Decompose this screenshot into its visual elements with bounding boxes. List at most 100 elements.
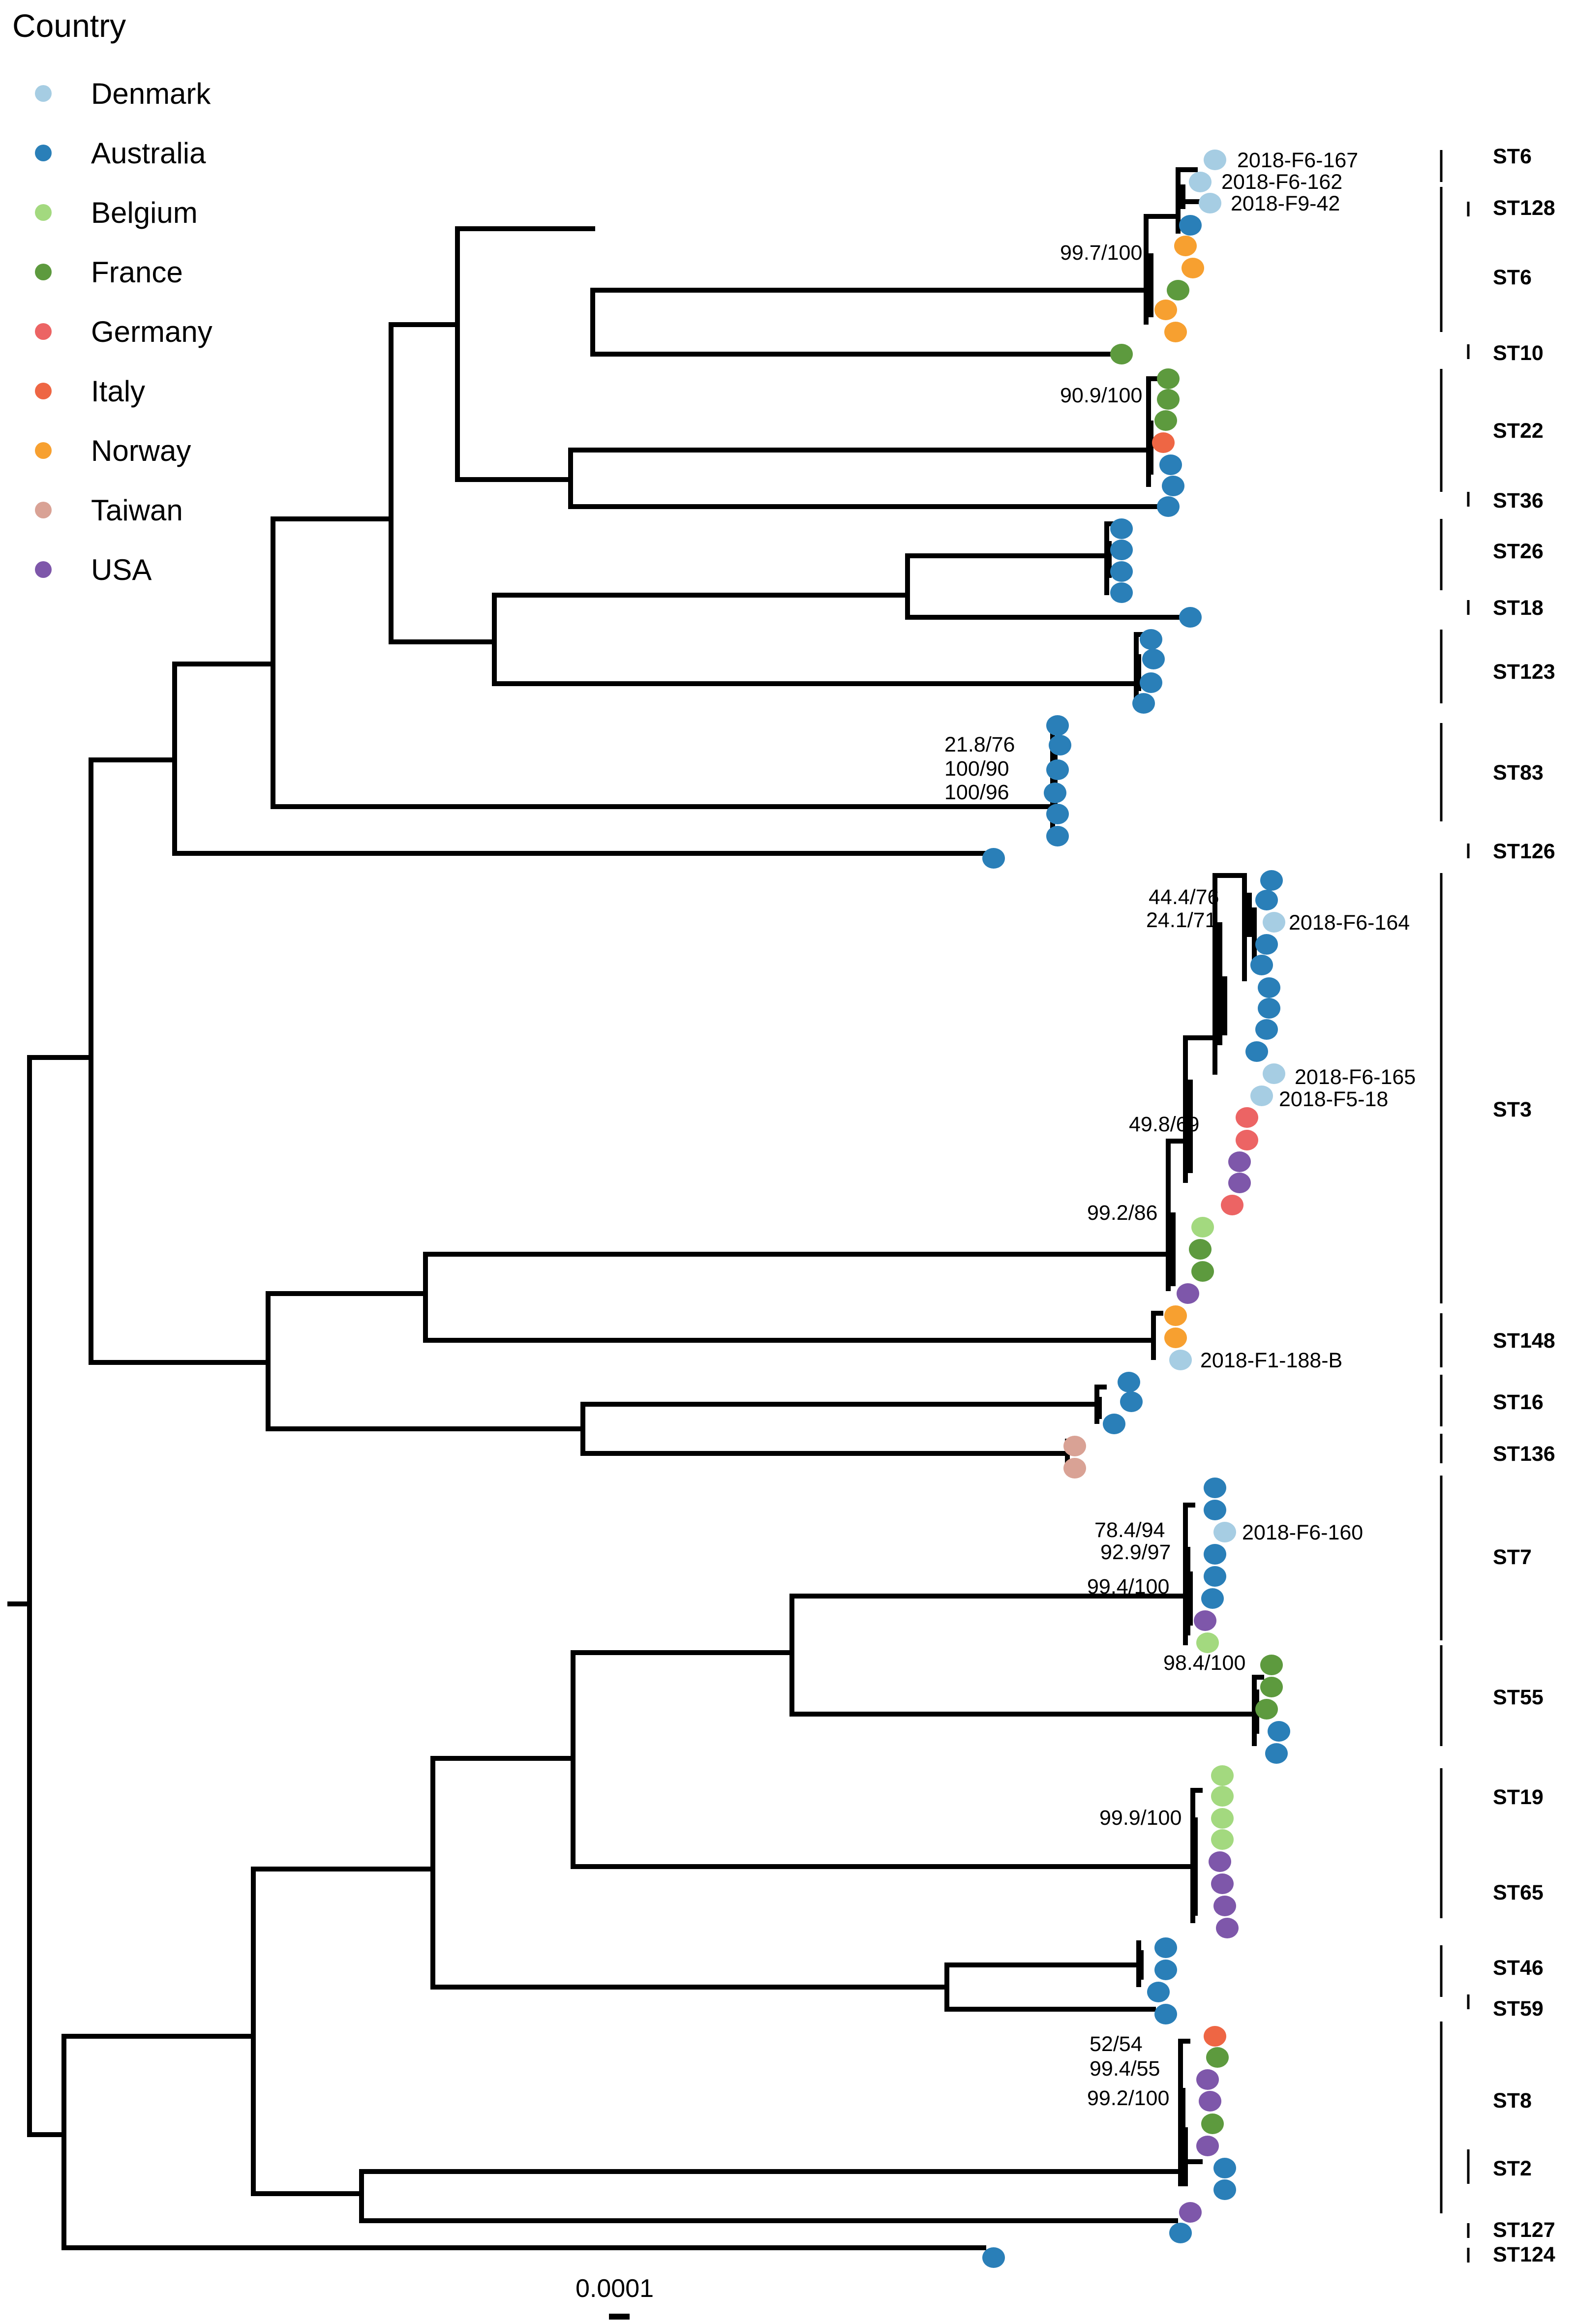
tip-marker — [1213, 1522, 1236, 1542]
legend-label-italy: Italy — [91, 375, 145, 408]
st-label: ST123 — [1493, 660, 1555, 684]
legend-label-usa: USA — [91, 553, 152, 586]
branch — [568, 448, 1163, 509]
tip-label: 2018-F5-18 — [1279, 1087, 1388, 1111]
st-label: ST65 — [1493, 1881, 1544, 1904]
branch — [1151, 1311, 1163, 1360]
legend-marker-denmark — [35, 85, 52, 102]
support-value: 99.9/100 — [1099, 1806, 1182, 1830]
tip-marker — [1164, 1305, 1187, 1326]
tip-marker — [1110, 344, 1133, 364]
tip-marker — [1255, 1019, 1278, 1040]
branch — [944, 1962, 1156, 2012]
st-label: ST2 — [1493, 2157, 1532, 2180]
branch — [61, 2034, 986, 2250]
tip-marker — [1258, 998, 1280, 1019]
branch — [1183, 1035, 1217, 1183]
st-label: ST22 — [1493, 419, 1544, 443]
tip-marker — [1063, 1436, 1086, 1456]
tip-marker — [1204, 1544, 1226, 1565]
tip-marker — [1157, 368, 1180, 389]
tip-marker — [1154, 300, 1177, 320]
support-value: 52/54 — [1090, 2032, 1143, 2056]
legend-marker-germany — [35, 323, 52, 340]
st-label: ST124 — [1493, 2243, 1555, 2266]
tip-marker — [1046, 715, 1069, 736]
branch — [905, 553, 1188, 620]
branch — [1212, 873, 1247, 1075]
tip-marker — [1265, 1743, 1288, 1764]
tip-marker — [1049, 735, 1071, 755]
support-value: 99.4/100 — [1087, 1575, 1169, 1599]
branch — [1134, 632, 1144, 703]
support-value: 100/90 — [944, 757, 1009, 781]
legend-label-germany: Germany — [91, 315, 212, 348]
tip-marker — [1164, 322, 1187, 342]
tip-marker — [1211, 1765, 1234, 1786]
branch — [251, 1867, 435, 2196]
branch — [590, 288, 1149, 357]
tip-marker — [1140, 672, 1162, 693]
support-value: 92.9/97 — [1100, 1540, 1171, 1564]
legend-label-france: France — [91, 256, 183, 289]
st-label: ST59 — [1493, 1997, 1544, 2021]
branch — [1136, 1940, 1144, 1987]
tip-label: 2018-F9-42 — [1231, 192, 1340, 215]
st-label: ST10 — [1493, 341, 1544, 365]
tip-marker — [1154, 2004, 1177, 2024]
tip-marker — [1204, 2026, 1226, 2047]
st-label: ST128 — [1493, 196, 1555, 220]
support-values: 99.7/100 90.9/100 21.8/76 100/90 100/96 … — [944, 241, 1245, 2110]
tip-marker — [1191, 1217, 1214, 1237]
st-label: ST83 — [1493, 761, 1544, 785]
branch — [1183, 1503, 1195, 1645]
tip-marker — [1213, 2179, 1236, 2200]
tip-marker — [1154, 410, 1177, 431]
st-label: ST127 — [1493, 2218, 1555, 2242]
sequence-type-labels: ST6 ST128 ST6 ST10 ST22 ST36 ST26 ST18 S… — [1493, 145, 1555, 2266]
support-value: 78.4/94 — [1094, 1518, 1165, 1542]
tip-marker — [1157, 496, 1180, 517]
tip-marker — [1063, 1458, 1086, 1479]
tip-marker — [1204, 1478, 1226, 1498]
tip-marker — [1209, 1851, 1231, 1872]
tip-marker — [1201, 1588, 1224, 1609]
st-label: ST55 — [1493, 1686, 1544, 1709]
branch — [455, 226, 595, 482]
tip-marker — [1169, 2223, 1192, 2243]
st-label: ST18 — [1493, 596, 1544, 620]
tip-marker — [1228, 1173, 1251, 1193]
branch — [580, 1402, 1099, 1456]
tip-marker — [1046, 804, 1069, 824]
tip-marker — [1194, 1610, 1216, 1631]
branch — [492, 593, 1139, 686]
st-label: ST136 — [1493, 1442, 1555, 1466]
tip-marker — [1268, 1721, 1290, 1742]
st-label: ST7 — [1493, 1545, 1532, 1569]
tip-marker — [1167, 280, 1189, 301]
tip-marker — [1110, 540, 1133, 560]
tip-marker — [1046, 826, 1069, 846]
branch — [1146, 376, 1158, 487]
branch — [1178, 2039, 1190, 2186]
tip-marker — [1142, 649, 1165, 669]
st-label: ST46 — [1493, 1956, 1544, 1980]
tip-marker — [1154, 1960, 1177, 1980]
tip-marker — [1182, 258, 1204, 278]
support-value: 99.4/55 — [1090, 2057, 1160, 2081]
support-value: 49.8/69 — [1129, 1113, 1199, 1136]
tip-marker — [1263, 912, 1285, 933]
tip-marker — [1199, 2091, 1221, 2112]
tip-marker — [1140, 629, 1162, 650]
branch — [172, 662, 991, 856]
tip-marker — [1236, 1130, 1258, 1150]
tip-label: 2018-F6-167 — [1237, 149, 1358, 172]
tip-label: 2018-F1-188-B — [1200, 1349, 1342, 1372]
tip-marker — [1189, 1239, 1212, 1260]
branch — [423, 1252, 1171, 1343]
tip-marker — [1118, 1372, 1140, 1392]
tip-marker — [1211, 1829, 1234, 1850]
tip-marker — [982, 848, 1005, 869]
support-value: 99.2/86 — [1087, 1201, 1157, 1225]
branch — [1242, 878, 1257, 981]
